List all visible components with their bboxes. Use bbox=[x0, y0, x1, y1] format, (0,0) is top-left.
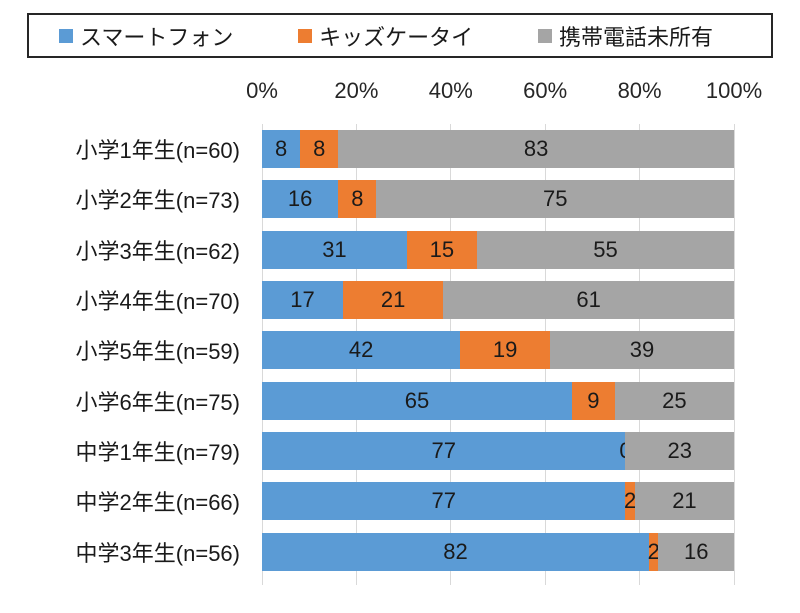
legend-label-kids-phone: キッズケータイ bbox=[319, 24, 474, 50]
table-row: 中学3年生(n=56) 82 2 16 bbox=[0, 527, 734, 577]
data-label: 25 bbox=[662, 387, 687, 413]
data-label: 77 bbox=[431, 488, 456, 514]
bar-segment-kids-phone: 8 bbox=[338, 180, 377, 219]
data-label: 15 bbox=[429, 236, 455, 262]
x-axis-tick-0: 0% bbox=[246, 78, 278, 103]
bar-track: 65 9 25 bbox=[262, 381, 734, 420]
bar-segment-smartphone: 31 bbox=[262, 230, 407, 269]
bar-track: 77023 bbox=[262, 432, 734, 471]
bar-segment-no-phone: 61 bbox=[443, 281, 734, 320]
bar-segment-no-phone: 25 bbox=[614, 381, 734, 420]
bar-segment-kids-phone: 8 bbox=[300, 130, 339, 169]
data-label: 17 bbox=[290, 287, 315, 313]
legend-label-no-phone: 携帯電話未所有 bbox=[558, 24, 713, 50]
data-label: 82 bbox=[443, 538, 468, 564]
category-label: 小学5年生(n=59) bbox=[75, 339, 240, 365]
bar-segment-no-phone: 21 bbox=[634, 482, 734, 521]
data-label: 75 bbox=[542, 186, 568, 212]
data-label: 61 bbox=[576, 287, 601, 313]
bar-track: 82 2 16 bbox=[262, 532, 734, 571]
legend-swatch-no-phone-icon bbox=[537, 28, 552, 43]
legend-item-smartphone: スマートフォン bbox=[59, 20, 233, 52]
table-row: 小学6年生(n=75) 65 9 25 bbox=[0, 376, 734, 426]
table-row: 小学1年生(n=60) 8 8 83 bbox=[0, 124, 734, 174]
bar-track: 17 21 61 bbox=[262, 281, 734, 320]
category-label: 小学6年生(n=75) bbox=[75, 389, 240, 415]
category-label: 小学1年生(n=60) bbox=[75, 138, 240, 164]
x-axis-tick-20: 20% bbox=[334, 78, 379, 103]
data-label: 2 bbox=[624, 488, 637, 514]
bar-track: 31 15 55 bbox=[262, 230, 734, 269]
category-label: 中学2年生(n=66) bbox=[75, 490, 240, 516]
data-label: 55 bbox=[593, 236, 618, 262]
bar-segment-no-phone: 23 bbox=[625, 432, 734, 471]
bar-segment-smartphone: 16 bbox=[262, 180, 339, 219]
bar-segment-kids-phone: 2 bbox=[647, 532, 660, 571]
bar-segment-smartphone: 65 bbox=[262, 381, 572, 420]
table-row: 中学2年生(n=66) 77 2 21 bbox=[0, 476, 734, 526]
bar-segment-smartphone: 17 bbox=[262, 281, 344, 320]
x-axis-tick-40: 40% bbox=[428, 78, 473, 103]
bar-segment-kids-phone: 15 bbox=[406, 230, 477, 269]
data-label: 42 bbox=[348, 337, 374, 363]
bar-segment-smartphone: 77 bbox=[262, 482, 626, 521]
data-label: 83 bbox=[523, 136, 549, 162]
bar-segment-no-phone: 16 bbox=[658, 532, 734, 571]
bar-segment-smartphone: 42 bbox=[262, 331, 461, 370]
x-axis-tick-80: 80% bbox=[617, 78, 662, 103]
category-label: 小学4年生(n=70) bbox=[75, 289, 240, 315]
data-label: 2 bbox=[647, 538, 660, 564]
data-label: 19 bbox=[492, 337, 518, 363]
table-row: 中学1年生(n=79) 77023 bbox=[0, 426, 734, 476]
bar-segment-no-phone: 55 bbox=[476, 230, 734, 269]
category-label: 中学3年生(n=56) bbox=[75, 540, 240, 566]
table-row: 小学3年生(n=62) 31 15 55 bbox=[0, 225, 734, 275]
bar-segment-no-phone: 75 bbox=[376, 180, 734, 219]
bar-segment-smartphone: 77 bbox=[262, 432, 626, 471]
rows: 小学1年生(n=60) 8 8 83 小学2年生(n=73) 16 8 75 小学3年生(n=6… bbox=[0, 124, 734, 577]
bar-segment-kids-phone: 21 bbox=[343, 281, 444, 320]
data-label: 65 bbox=[404, 387, 430, 413]
legend-item-no-phone: 携帯電話未所有 bbox=[537, 20, 713, 52]
data-label: 16 bbox=[287, 186, 313, 212]
category-label: 小学2年生(n=73) bbox=[75, 188, 240, 214]
bar-segment-kids-phone: 2 bbox=[624, 482, 637, 521]
table-row: 小学2年生(n=73) 16 8 75 bbox=[0, 174, 734, 224]
bar-track: 16 8 75 bbox=[262, 180, 734, 219]
bar-segment-kids-phone: 9 bbox=[571, 381, 615, 420]
x-axis-tick-60: 60% bbox=[523, 78, 568, 103]
data-label: 9 bbox=[587, 387, 600, 413]
data-label: 8 bbox=[274, 136, 288, 162]
data-label: 21 bbox=[380, 287, 406, 313]
data-label: 31 bbox=[322, 236, 347, 262]
data-label: 8 bbox=[313, 136, 326, 162]
bar-track: 42 19 39 bbox=[262, 331, 734, 370]
plot-area: 小学1年生(n=60) 8 8 83 小学2年生(n=73) 16 8 75 小学3年生(n=6… bbox=[0, 106, 800, 585]
bar-segment-smartphone: 8 bbox=[262, 130, 301, 169]
category-label: 中学1年生(n=79) bbox=[75, 440, 240, 466]
bar-track: 8 8 83 bbox=[262, 130, 734, 169]
bar-segment-no-phone: 39 bbox=[549, 331, 734, 370]
legend-item-kids-phone: キッズケータイ bbox=[298, 20, 473, 52]
table-row: 小学5年生(n=59) 42 19 39 bbox=[0, 325, 734, 375]
data-label: 23 bbox=[667, 438, 692, 464]
category-label: 小学3年生(n=62) bbox=[75, 238, 240, 264]
bar-track: 77 2 21 bbox=[262, 482, 734, 521]
x-axis-tick-100: 100% bbox=[705, 78, 763, 103]
data-label: 8 bbox=[351, 186, 364, 212]
data-label: 16 bbox=[684, 538, 709, 564]
x-axis: 0% 20% 40% 60% 80% 100% bbox=[246, 72, 762, 106]
bar-segment-kids-phone: 19 bbox=[460, 331, 550, 370]
legend-label-smartphone: スマートフォン bbox=[80, 24, 234, 50]
bar-segment-no-phone: 83 bbox=[338, 130, 734, 169]
legend-swatch-kids-phone-icon bbox=[298, 28, 313, 43]
table-row: 小学4年生(n=70) 17 21 61 bbox=[0, 275, 734, 325]
bar-segment-smartphone: 82 bbox=[262, 532, 650, 571]
legend: スマートフォン キッズケータイ 携帯電話未所有 bbox=[27, 13, 773, 58]
legend-swatch-smartphone-icon bbox=[59, 28, 73, 43]
data-label: 39 bbox=[629, 337, 655, 363]
data-label: 77 bbox=[431, 438, 456, 464]
data-label: 21 bbox=[672, 488, 697, 514]
gridline bbox=[733, 124, 735, 585]
